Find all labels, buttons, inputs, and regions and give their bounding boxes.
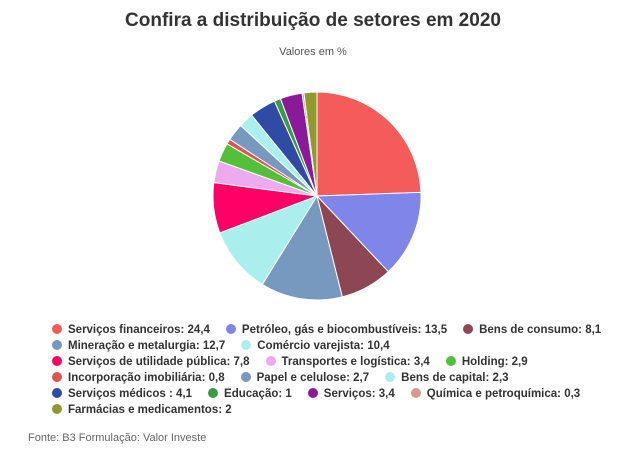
legend-item[interactable]: Educação: 1: [208, 386, 292, 402]
legend-row: Mineração e metalurgia: 12,7 Comércio var…: [52, 338, 612, 354]
legend-item[interactable]: Bens de consumo: 8,1: [463, 322, 601, 338]
legend-item[interactable]: Farmácias e medicamentos: 2: [52, 402, 232, 418]
legend-separator: :: [578, 324, 586, 336]
legend-separator: :: [371, 388, 379, 400]
legend-row: Incorporação imobiliária: 0,8 Papel e cel…: [52, 370, 612, 386]
legend-marker: [307, 388, 318, 398]
legend-item[interactable]: Serviços financeiros: 24,4: [52, 322, 210, 338]
legend-value: 2,3: [492, 372, 509, 384]
legend-label: Serviços médicos: [68, 388, 169, 400]
legend-label: Farmácias e medicamentos: [68, 404, 219, 416]
chart-subtitle: Valores em %: [279, 46, 347, 58]
legend-separator: :: [557, 388, 565, 400]
chart-legend: Serviços financeiros: 24,4 Petróleo, gás …: [52, 322, 612, 418]
legend-separator: :: [278, 388, 286, 400]
legend-row: Serviços médicos : 4,1 Educação: 1 Serviço…: [52, 386, 612, 402]
legend-value: 4,1: [176, 388, 193, 400]
legend-item[interactable]: Química e petroquímica: 0,3: [410, 386, 581, 402]
legend-separator: :: [169, 388, 177, 400]
legend-item[interactable]: Serviços médicos : 4,1: [52, 386, 192, 402]
legend-value: 13,5: [424, 324, 448, 336]
legend-separator: :: [201, 372, 209, 384]
legend-separator: :: [195, 340, 203, 352]
legend-label: Serviços de utilidade pública: [68, 356, 227, 368]
legend-label: Incorporação imobiliária: [68, 372, 202, 384]
legend-label: Serviços financeiros: [68, 324, 181, 336]
legend-marker: [410, 388, 421, 398]
legend-label: Comércio varejista: [257, 340, 361, 352]
pie-slice-0[interactable]: [316, 91, 422, 197]
legend-label: Bens de consumo: [479, 324, 579, 336]
legend-value: 2,9: [511, 356, 528, 368]
legend-marker: [445, 356, 456, 366]
legend-marker: [52, 372, 62, 382]
legend-value: 0,8: [208, 372, 225, 384]
legend-label: Bens de capital: [401, 372, 486, 384]
legend-label: Holding: [461, 356, 505, 368]
legend-separator: :: [226, 356, 234, 368]
legend-label: Educação: [224, 388, 279, 400]
legend-separator: :: [218, 404, 226, 416]
legend-separator: :: [180, 324, 188, 336]
legend-value: 0,3: [564, 388, 581, 400]
legend-marker: [52, 404, 62, 414]
legend-item[interactable]: Mineração e metalurgia: 12,7: [52, 338, 225, 354]
legend-value: 24,4: [187, 324, 210, 336]
legend-value: 2,7: [353, 372, 370, 384]
legend-value: 7,8: [233, 356, 250, 368]
legend-marker: [240, 372, 251, 382]
legend-marker: [265, 356, 276, 366]
legend-marker: [385, 372, 396, 382]
legend-value: 2: [225, 404, 232, 416]
legend-item[interactable]: Incorporação imobiliária: 0,8: [52, 370, 225, 386]
legend-label: Mineração e metalurgia: [68, 340, 196, 352]
legend-item[interactable]: Holding: 2,9: [445, 354, 528, 370]
legend-item[interactable]: Papel e celulose: 2,7: [240, 370, 370, 386]
legend-item[interactable]: Serviços de utilidade pública: 7,8: [52, 354, 250, 370]
pie-slice-3[interactable]: [261, 194, 343, 301]
pie-chart: [212, 91, 422, 301]
legend-separator: :: [406, 356, 414, 368]
legend-marker: [463, 324, 474, 334]
pie-slice-1[interactable]: [315, 191, 422, 273]
pie-slice-4[interactable]: [219, 195, 319, 286]
legend-marker: [52, 356, 62, 366]
pie-slice-15[interactable]: [303, 91, 318, 197]
legend-label: Serviços: [323, 388, 372, 400]
legend-item[interactable]: Comércio varejista: 10,4: [241, 338, 390, 354]
legend-label: Papel e celulose: [256, 372, 347, 384]
legend-separator: :: [417, 324, 425, 336]
legend-value: 1: [285, 388, 292, 400]
legend-separator: :: [360, 340, 368, 352]
legend-label: Transportes e logística: [281, 356, 407, 368]
legend-label: Petróleo, gás e biocombustíveis: [241, 324, 418, 336]
legend-value: 12,7: [202, 340, 226, 352]
legend-marker: [52, 388, 62, 398]
legend-value: 3,4: [378, 388, 395, 400]
legend-value: 3,4: [413, 356, 430, 368]
legend-item[interactable]: Serviços: 3,4: [307, 386, 395, 402]
legend-label: Química e petroquímica: [426, 388, 558, 400]
legend-row: Farmácias e medicamentos: 2: [52, 402, 612, 418]
legend-row: Serviços financeiros: 24,4 Petróleo, gás …: [52, 322, 612, 338]
legend-marker: [52, 324, 62, 334]
legend-row: Serviços de utilidade pública: 7,8 Transp…: [52, 354, 612, 370]
legend-item[interactable]: Transportes e logística: 3,4: [265, 354, 430, 370]
legend-item[interactable]: Petróleo, gás e biocombustíveis: 13,5: [225, 322, 448, 338]
legend-marker: [225, 324, 236, 334]
source-note: Fonte: B3 Formulação: Valor Investe: [28, 432, 207, 444]
legend-marker: [241, 340, 252, 350]
legend-separator: :: [346, 372, 354, 384]
chart-title: Confira a distribuição de setores em 202…: [125, 10, 501, 31]
legend-item[interactable]: Bens de capital: 2,3: [385, 370, 509, 386]
legend-value: 10,4: [367, 340, 390, 352]
legend-marker: [208, 388, 219, 398]
legend-separator: :: [504, 356, 512, 368]
legend-marker: [52, 340, 62, 350]
legend-separator: :: [485, 372, 493, 384]
legend-value: 8,1: [585, 324, 602, 336]
